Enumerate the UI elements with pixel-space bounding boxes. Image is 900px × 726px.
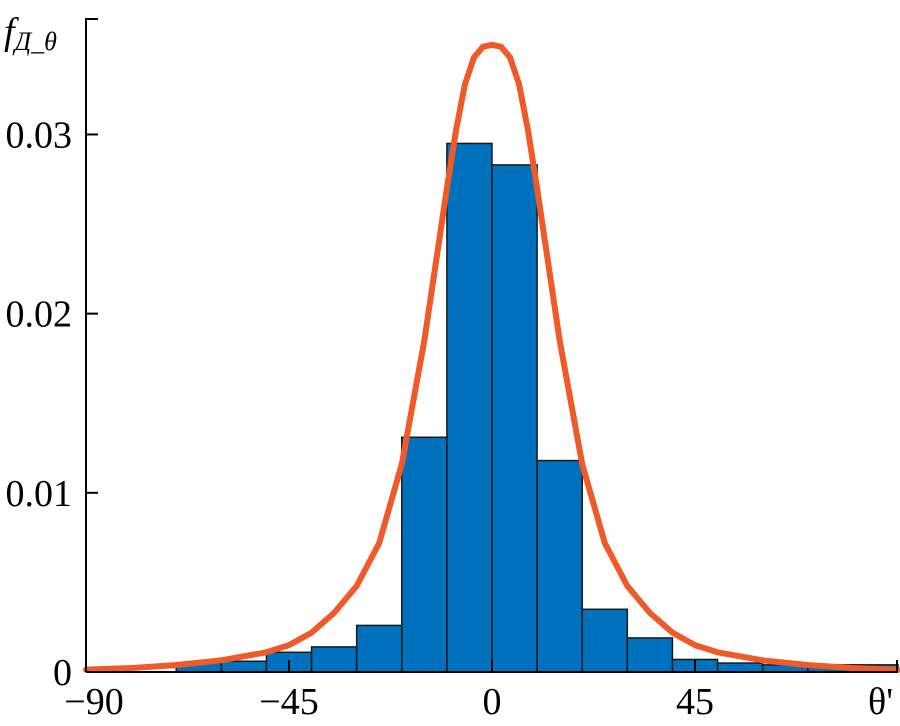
histogram-bar: [446, 142, 493, 673]
y-tick-label: 0.01: [6, 473, 73, 515]
histogram-bar: [581, 608, 629, 673]
y-tick-label: 0: [53, 652, 72, 694]
y-axis-label: fД_θ: [4, 11, 57, 56]
histogram-bar: [401, 436, 448, 673]
histogram-bar: [626, 637, 674, 673]
x-ticks: −90 −45 0 45: [64, 660, 898, 723]
histogram-bar: [536, 459, 583, 673]
x-tick-label: 0: [483, 681, 502, 723]
histogram-bar: [355, 624, 403, 673]
histogram-bar: [220, 660, 268, 673]
y-ticks: 0 0.01 0.02 0.03: [6, 18, 98, 694]
histogram-bar: [491, 164, 538, 673]
x-tick-label: −45: [259, 681, 318, 723]
histogram-bar: [716, 662, 764, 673]
y-tick-label: 0.02: [6, 294, 73, 336]
x-axis-label: θ': [868, 681, 893, 723]
y-axis-label-sub: Д_θ: [12, 27, 58, 56]
y-tick-label: 0.03: [6, 114, 73, 156]
x-tick-label: 45: [676, 681, 714, 723]
x-tick-label: −90: [64, 681, 123, 723]
density-curve: [83, 41, 900, 673]
histogram-bars: [175, 142, 899, 673]
histogram-bar: [310, 646, 358, 673]
